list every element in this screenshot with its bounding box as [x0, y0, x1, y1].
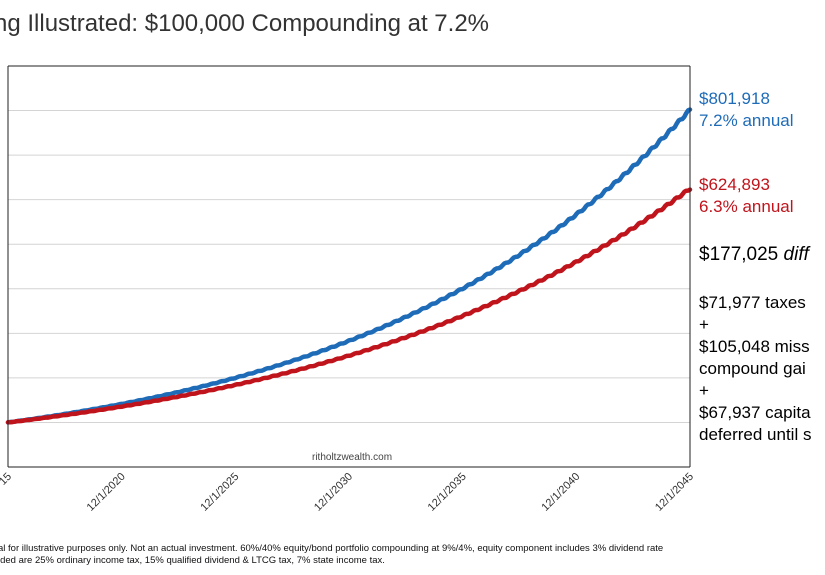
missed-gains-line-2: compound gai — [699, 359, 806, 378]
series-lines — [5, 107, 693, 425]
x-tick-label: 12/1/2035 — [426, 471, 469, 514]
capital-gains-line-2: deferred until s — [699, 425, 812, 444]
footnote: al for illustrative purposes only. Not a… — [0, 543, 663, 567]
blue-annotation: $801,918 7.2% annual — [699, 88, 794, 132]
difference-word: diff — [783, 244, 809, 265]
x-tick-label: 12/1/2025 — [198, 471, 241, 514]
footnote-line-2: ided are 25% ordinary income tax, 15% qu… — [0, 555, 385, 566]
blue-final-value: $801,918 — [699, 89, 770, 108]
red-rate-label: 6.3% annual — [699, 197, 794, 216]
capital-gains-line-1: $67,937 capita — [699, 403, 811, 422]
plus-sign-2: + — [699, 381, 709, 400]
breakdown-annotation: $71,977 taxes + $105,048 miss compound g… — [699, 292, 811, 446]
footnote-line-1: al for illustrative purposes only. Not a… — [0, 543, 664, 554]
chart-title: ng Illustrated: $100,000 Compounding at … — [0, 10, 490, 37]
gridlines — [8, 110, 690, 423]
x-tick-label: 12/1/2045 — [653, 471, 696, 514]
x-tick-label: 12/1/2040 — [539, 471, 582, 514]
difference-annotation: $177,025 diff — [699, 244, 809, 266]
plot-frame — [7, 65, 691, 468]
difference-value: $177,025 — [699, 244, 779, 265]
blue-rate-label: 7.2% annual — [699, 111, 794, 130]
taxes-line: $71,977 taxes — [699, 293, 806, 312]
x-axis-ticks: 15 12/1/2020 12/1/2025 12/1/2030 12/1/2035 12… — [0, 471, 696, 514]
series-line-1 — [5, 107, 693, 425]
red-final-value: $624,893 — [699, 175, 770, 194]
x-tick-label: 15 — [0, 471, 14, 488]
plus-sign-1: + — [699, 315, 709, 334]
series-line-2 — [5, 187, 693, 425]
x-tick-label: 12/1/2020 — [85, 471, 128, 514]
missed-gains-line-1: $105,048 miss — [699, 337, 810, 356]
red-annotation: $624,893 6.3% annual — [699, 174, 794, 218]
x-tick-label: 12/1/2030 — [312, 471, 355, 514]
watermark: ritholtzwealth.com — [312, 452, 392, 463]
